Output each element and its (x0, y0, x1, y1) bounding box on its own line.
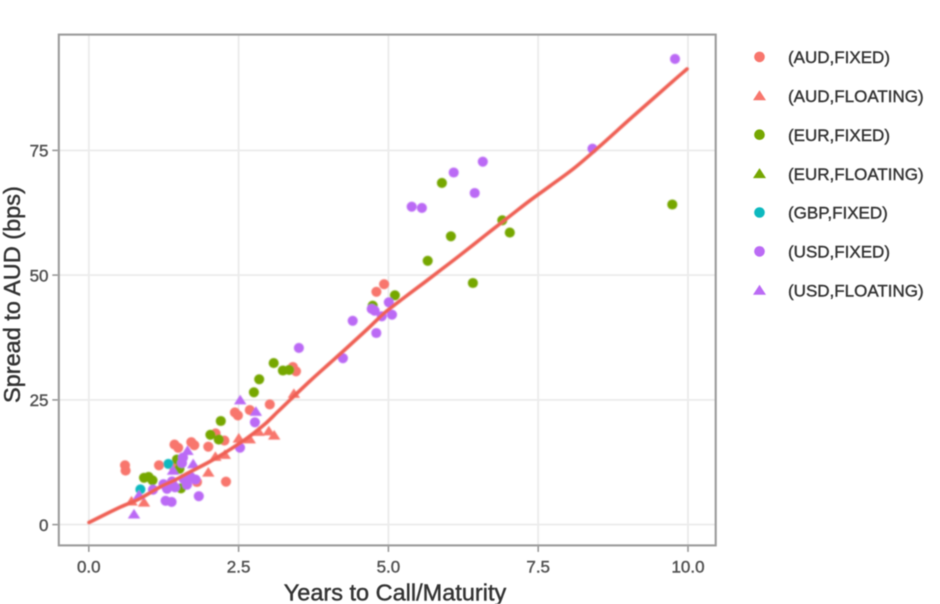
svg-text:0.0: 0.0 (77, 558, 101, 577)
svg-text:50: 50 (30, 266, 49, 285)
svg-text:0: 0 (39, 516, 48, 535)
svg-text:(USD,FIXED): (USD,FIXED) (788, 243, 890, 262)
svg-text:10.0: 10.0 (671, 558, 704, 577)
svg-text:25: 25 (30, 391, 49, 410)
svg-text:(EUR,FIXED): (EUR,FIXED) (788, 126, 890, 145)
svg-text:Spread to AUD (bps): Spread to AUD (bps) (0, 186, 25, 403)
svg-text:5.0: 5.0 (377, 558, 401, 577)
svg-text:2.5: 2.5 (227, 558, 251, 577)
svg-text:Years to Call/Maturity: Years to Call/Maturity (284, 580, 507, 604)
svg-text:(AUD,FLOATING): (AUD,FLOATING) (788, 87, 924, 106)
svg-text:7.5: 7.5 (526, 558, 550, 577)
svg-text:(EUR,FLOATING): (EUR,FLOATING) (788, 165, 924, 184)
svg-text:(USD,FLOATING): (USD,FLOATING) (788, 282, 924, 301)
svg-text:75: 75 (30, 142, 49, 161)
svg-text:(AUD,FIXED): (AUD,FIXED) (788, 48, 890, 67)
svg-text:(GBP,FIXED): (GBP,FIXED) (788, 204, 888, 223)
